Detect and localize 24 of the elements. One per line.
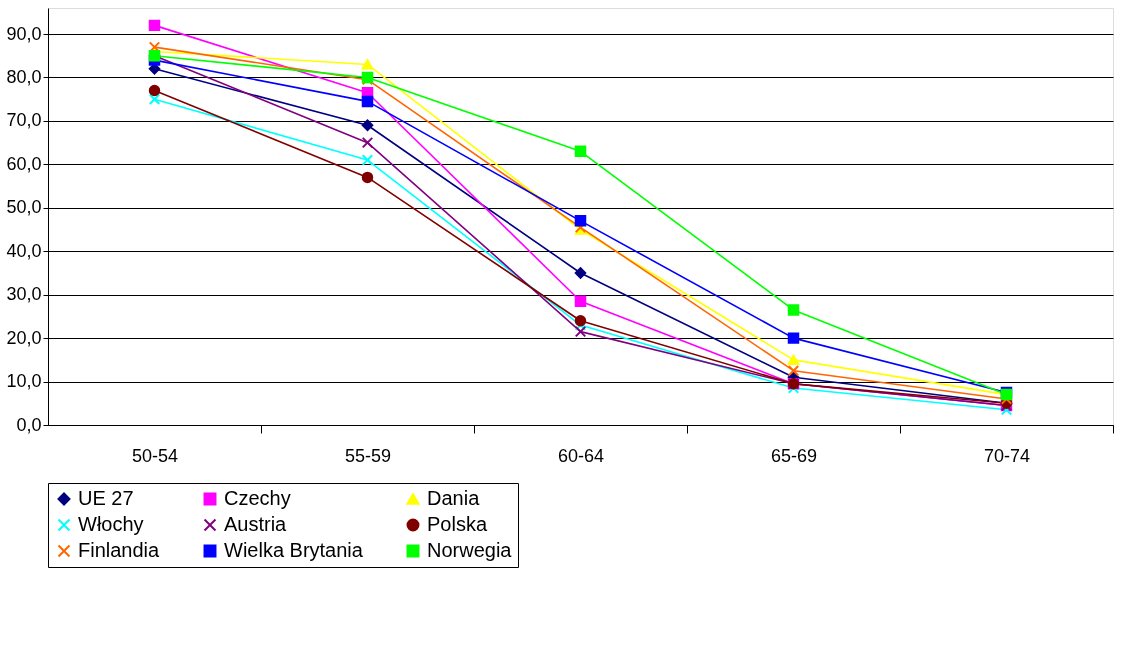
y-tick-label: 40,0 bbox=[6, 240, 42, 261]
legend-label: UE 27 bbox=[78, 487, 134, 509]
legend-label: Wielka Brytania bbox=[224, 539, 364, 561]
x-tick-label: 60-64 bbox=[557, 445, 605, 466]
y-tick-label: 80,0 bbox=[6, 67, 42, 87]
legend-label: Dania bbox=[427, 487, 481, 509]
y-tick-label: 90,0 bbox=[6, 23, 42, 44]
x-tick-label: 70-74 bbox=[983, 445, 1031, 466]
x-tick-label: 65-69 bbox=[770, 445, 818, 466]
legend-label: Czechy bbox=[224, 487, 291, 509]
legend-label: Finlandia bbox=[78, 539, 161, 561]
y-tick-label: 20,0 bbox=[6, 327, 42, 348]
x-tick-label: 55-59 bbox=[344, 445, 392, 466]
x-tick-label: 50-54 bbox=[131, 445, 179, 466]
y-tick-label: 0,0 bbox=[16, 414, 42, 435]
legend-label: Norwegia bbox=[427, 539, 513, 561]
y-tick-label: 50,0 bbox=[6, 197, 42, 218]
legend-label: Włochy bbox=[78, 513, 144, 535]
legend-label: Polska bbox=[427, 513, 488, 535]
y-tick-label: 60,0 bbox=[6, 153, 42, 174]
y-tick-label: 10,0 bbox=[6, 371, 42, 392]
legend-label: Austria bbox=[224, 513, 288, 535]
y-tick-label: 70,0 bbox=[6, 110, 42, 131]
y-tick-label: 30,0 bbox=[6, 284, 42, 305]
